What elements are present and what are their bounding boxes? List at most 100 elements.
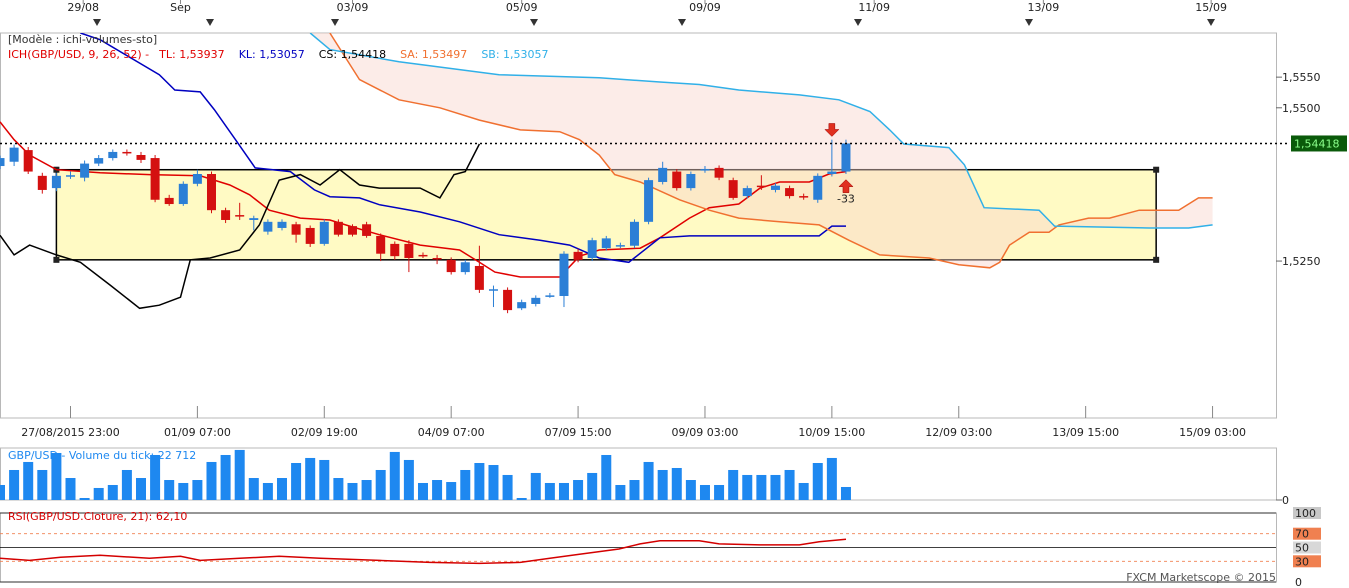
y-tick-label: 1,5550 xyxy=(1282,71,1321,84)
candle-body xyxy=(192,174,202,184)
candle-body xyxy=(728,180,738,198)
volume-bar xyxy=(671,467,682,500)
candle-body xyxy=(813,175,823,200)
legend-indicator: ICH(GBP/USD, 9, 26, 52) - xyxy=(8,48,149,61)
indicator-line xyxy=(80,33,846,264)
volume-bar xyxy=(403,459,414,500)
candle-body xyxy=(23,150,33,172)
candle-body xyxy=(545,295,555,297)
volume-bar xyxy=(375,469,386,500)
x2-tick-label: Sep xyxy=(170,1,191,14)
candle-body xyxy=(531,297,541,304)
volume-bar xyxy=(121,469,132,500)
volume-bar xyxy=(291,463,302,500)
marker xyxy=(206,19,214,26)
x2-tick-label: 05/09 xyxy=(506,1,538,14)
candle-body xyxy=(235,215,245,217)
tick-label-bg xyxy=(1293,507,1321,519)
marker xyxy=(678,19,686,26)
volume-bar xyxy=(798,482,809,500)
volume-bar xyxy=(756,474,767,500)
rsi-line xyxy=(0,538,847,565)
volume-bar xyxy=(417,482,428,500)
volume-bar xyxy=(502,474,513,500)
y-tick-label: 30 xyxy=(1295,555,1309,568)
candle-body xyxy=(517,302,527,309)
marker xyxy=(530,19,538,26)
candle-body xyxy=(559,253,569,297)
last-price-box xyxy=(1291,135,1347,152)
x-tick-label: 02/09 19:00 xyxy=(291,426,358,439)
candle-body xyxy=(404,243,414,258)
volume-bar xyxy=(784,469,795,500)
volume-bar xyxy=(23,461,34,500)
marker xyxy=(854,19,862,26)
y-tick-label: 70 xyxy=(1295,528,1309,541)
candle-body xyxy=(263,221,273,232)
candle-body xyxy=(164,197,174,205)
x-tick-label: 13/09 15:00 xyxy=(1052,426,1119,439)
x-tick-label: 12/09 03:00 xyxy=(925,426,992,439)
candle-body xyxy=(94,158,104,164)
volume-bar xyxy=(573,480,584,500)
x-tick-label: 27/08/2015 23:00 xyxy=(21,426,120,439)
box-handle xyxy=(53,256,60,263)
volume-bar xyxy=(9,469,20,500)
volume-bar xyxy=(657,469,668,500)
volume-bar xyxy=(488,465,499,500)
candle-body xyxy=(376,235,386,254)
marker xyxy=(93,19,101,26)
x-tick-label: 01/09 07:00 xyxy=(164,426,231,439)
volume-bar xyxy=(587,472,598,500)
candle-body xyxy=(249,218,259,220)
volume-bar xyxy=(432,480,443,500)
y-tick-label: 0 xyxy=(1282,494,1289,507)
candle-body xyxy=(305,227,315,244)
candle-body xyxy=(108,151,118,159)
volume-bar xyxy=(770,474,781,500)
volume-bar xyxy=(150,454,161,500)
candle-body xyxy=(432,257,442,260)
volume-bar xyxy=(93,487,104,500)
x2-tick-label: 13/09 xyxy=(1028,1,1060,14)
signal-label: -33 xyxy=(837,193,855,206)
volume-bar xyxy=(714,484,725,500)
volume-bar xyxy=(262,482,273,500)
x-tick-label: 10/09 15:00 xyxy=(798,426,865,439)
legend-entry: KL: 1,53057 xyxy=(239,48,305,61)
candle-body xyxy=(488,289,498,291)
last-price-label: 1,54418 xyxy=(1294,137,1340,150)
tick-label-bg xyxy=(1293,555,1321,568)
volume-bar xyxy=(65,478,76,500)
candle-body xyxy=(136,154,146,160)
candle-body xyxy=(150,158,160,200)
footer: FXCM Marketscope © 2015 xyxy=(1126,571,1276,584)
candle-body xyxy=(362,224,372,236)
volume-bar xyxy=(643,461,654,500)
panel-title: RSI(GBP/USD.Cloture, 21): 62,10 xyxy=(8,510,187,523)
volume-bar xyxy=(446,482,457,500)
volume-bar xyxy=(460,469,471,500)
candle-body xyxy=(122,151,132,154)
candle-body xyxy=(206,174,216,211)
candle-body xyxy=(644,180,654,222)
volume-bar xyxy=(164,480,175,500)
volume-bar xyxy=(305,457,316,500)
volume-bar xyxy=(135,478,146,500)
candle-body xyxy=(672,171,682,189)
volume-bar xyxy=(615,484,626,500)
volume-bar xyxy=(79,497,90,500)
candle-body xyxy=(756,185,766,188)
candle-body xyxy=(221,210,231,220)
candle-body xyxy=(615,245,625,247)
candle-body xyxy=(460,262,470,273)
x-tick-label: 09/09 03:00 xyxy=(672,426,739,439)
x-tick-label: 15/09 03:00 xyxy=(1179,426,1246,439)
x2-tick-label: 09/09 xyxy=(689,1,721,14)
y-tick-label: 0 xyxy=(1295,576,1302,588)
candle-body xyxy=(629,221,639,246)
candle-body xyxy=(390,243,400,257)
volume-bar xyxy=(530,472,541,500)
candle-body xyxy=(474,265,484,290)
